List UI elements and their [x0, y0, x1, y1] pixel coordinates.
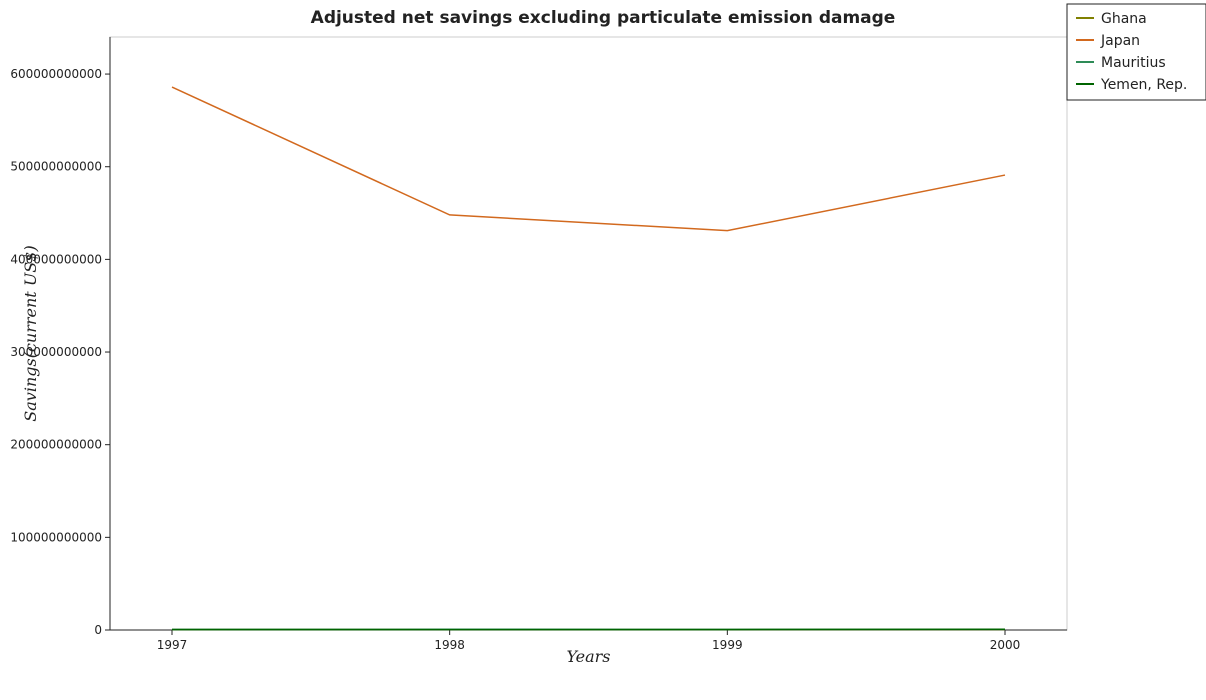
legend-label: Mauritius [1101, 55, 1166, 71]
x-tick-label: 2000 [990, 638, 1021, 652]
legend-label: Ghana [1101, 11, 1147, 27]
y-tick-label: 200000000000 [10, 438, 102, 452]
legend-label: Yemen, Rep. [1100, 77, 1187, 93]
legend: Ghana Japan Mauritius Yemen, Rep. [1066, 3, 1206, 101]
axes: 0 100000000000 200000000000 300000000000 400… [10, 36, 1068, 666]
x-tick-label: 1999 [712, 638, 743, 652]
y-tick-label: 300000000000 [10, 345, 102, 359]
y-tick-label: 100000000000 [10, 530, 102, 544]
y-tick-label: 400000000000 [10, 252, 102, 266]
y-axis-title: Savings(current US$) [21, 245, 40, 421]
x-tick-label: 1998 [434, 638, 465, 652]
y-tick-label: 0 [94, 623, 102, 637]
legend-label: Japan [1100, 33, 1140, 49]
y-tick-label: 600000000000 [10, 67, 102, 81]
y-tick-label: 500000000000 [10, 160, 102, 174]
x-axis-title: Years [566, 647, 610, 666]
plot-frame [109, 36, 1068, 631]
x-tick-label: 1997 [157, 638, 188, 652]
series-layer [171, 86, 1006, 631]
series-line-japan [171, 86, 1006, 232]
chart-title: Adjusted net savings excluding particula… [310, 8, 896, 28]
